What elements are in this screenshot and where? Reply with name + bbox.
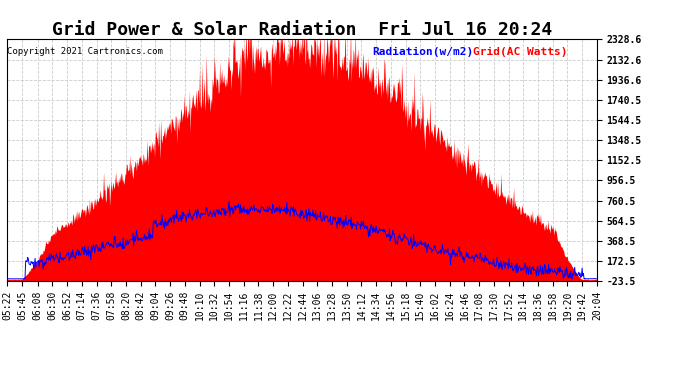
Text: Copyright 2021 Cartronics.com: Copyright 2021 Cartronics.com (8, 46, 164, 56)
Text: Radiation(w/m2): Radiation(w/m2) (373, 46, 474, 57)
Title: Grid Power & Solar Radiation  Fri Jul 16 20:24: Grid Power & Solar Radiation Fri Jul 16 … (52, 21, 552, 39)
Text: Grid(AC Watts): Grid(AC Watts) (473, 46, 567, 57)
